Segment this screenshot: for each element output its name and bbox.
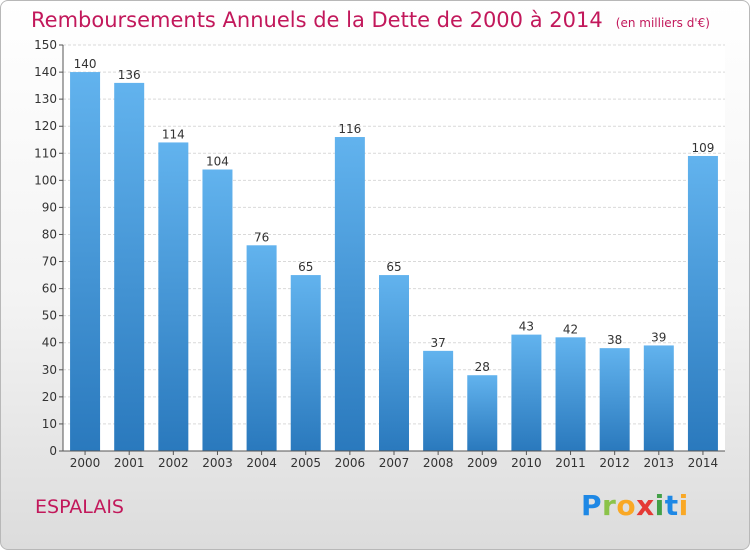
x-tick-label: 2009 (467, 456, 498, 470)
x-tick-label: 2012 (599, 456, 630, 470)
proxiti-logo: Proxiti (581, 489, 689, 522)
data-label: 28 (475, 360, 490, 374)
y-tick-label: 80 (42, 227, 57, 241)
bar (158, 142, 189, 451)
y-tick-label: 130 (34, 92, 57, 106)
x-tick-label: 2001 (114, 456, 145, 470)
x-tick-label: 2000 (70, 456, 101, 470)
y-tick-label: 140 (34, 65, 57, 79)
bars: 140 136 114 104 76 65 116 65 37 28 43 42 38 39 109 (70, 57, 718, 452)
bar (467, 375, 498, 451)
bar (687, 155, 718, 451)
y-tick-label: 150 (34, 38, 57, 52)
data-label: 39 (651, 330, 666, 344)
logo-letter: t (664, 489, 679, 522)
chart-title: Remboursements Annuels de la Dette de 20… (31, 8, 710, 32)
y-tick-label: 10 (42, 417, 57, 431)
y-tick-label: 60 (42, 282, 57, 296)
x-tick-label: 2014 (688, 456, 719, 470)
data-label: 43 (519, 320, 534, 334)
data-label: 136 (118, 68, 141, 82)
y-tick-label: 30 (42, 363, 57, 377)
bar (511, 334, 542, 451)
data-label: 65 (386, 260, 401, 274)
data-label: 42 (563, 322, 578, 336)
y-tick-label: 70 (42, 255, 57, 269)
logo-letter: i (654, 489, 665, 522)
y-tick-label: 120 (34, 119, 57, 133)
x-tick-label: 2002 (158, 456, 189, 470)
x-tick-label: 2007 (379, 456, 410, 470)
data-label: 104 (206, 155, 229, 169)
x-tick-label: 2008 (423, 456, 454, 470)
bar (555, 337, 586, 451)
chart-title-text: Remboursements Annuels de la Dette de 20… (31, 8, 603, 32)
bar (599, 348, 630, 451)
data-label: 76 (254, 230, 269, 244)
bar (70, 72, 101, 452)
y-tick-label: 100 (34, 173, 57, 187)
y-tick-label: 0 (49, 444, 57, 458)
data-label: 37 (430, 336, 445, 350)
chart-unit-text: (en milliers d'€) (615, 16, 710, 30)
bar (379, 275, 409, 451)
bar (202, 169, 233, 452)
bar (246, 245, 277, 451)
y-tick-label: 50 (42, 309, 57, 323)
data-label: 38 (607, 333, 622, 347)
data-label: 65 (298, 260, 313, 274)
data-label: 140 (74, 57, 97, 71)
bar (290, 275, 321, 451)
x-tick-label: 2003 (202, 456, 233, 470)
logo-letter: P (581, 489, 603, 522)
y-tick-label: 20 (42, 390, 57, 404)
logo-letter: o (616, 489, 637, 522)
x-tick-label: 2006 (335, 456, 366, 470)
data-label: 116 (338, 122, 361, 136)
x-tick-label: 2011 (555, 456, 586, 470)
bar (114, 82, 145, 451)
commune-name: ESPALAIS (35, 496, 124, 518)
x-tick-label: 2013 (644, 456, 675, 470)
axes: 0 10 20 30 40 50 60 70 80 90 100 110 120 130 140 150 200… (34, 38, 725, 470)
x-tick-label: 2005 (290, 456, 321, 470)
data-label: 114 (162, 127, 185, 141)
bar (334, 137, 365, 451)
data-label: 109 (691, 141, 714, 155)
x-tick-label: 2010 (511, 456, 542, 470)
y-tick-label: 90 (42, 200, 57, 214)
logo-letter: i (678, 489, 689, 522)
x-tick-label: 2004 (246, 456, 277, 470)
bar (423, 350, 454, 451)
logo-letter: r (602, 489, 617, 522)
y-tick-label: 40 (42, 336, 57, 350)
bar (643, 345, 674, 451)
y-tick-label: 110 (34, 146, 57, 160)
logo-letter: x (636, 489, 655, 522)
